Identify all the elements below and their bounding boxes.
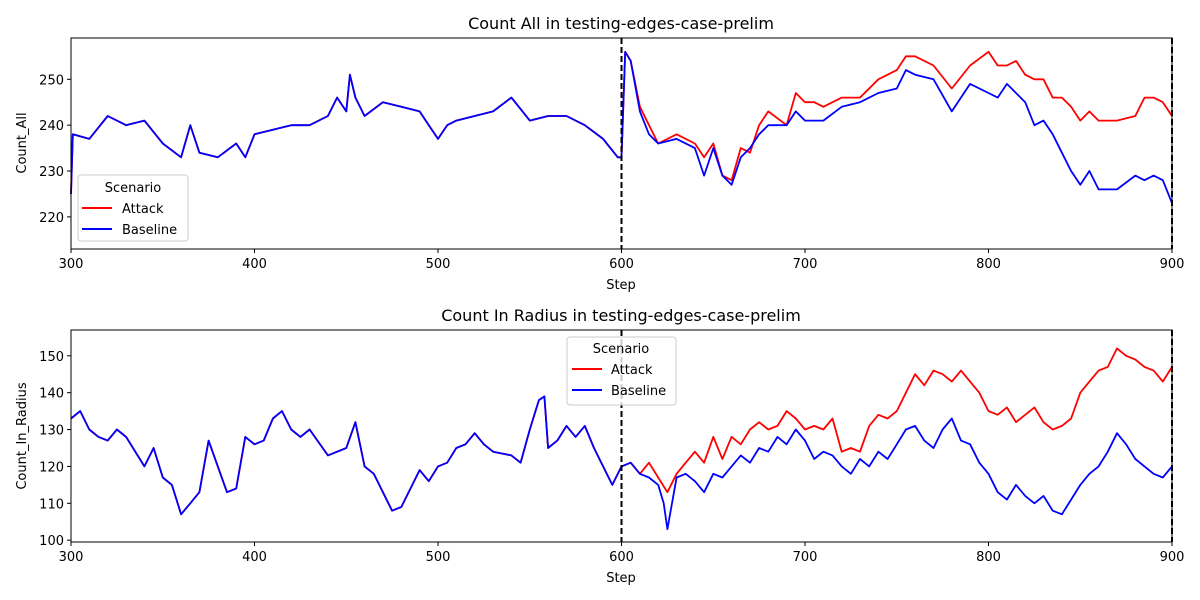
count-all-chart: Count All in testing-edges-case-prelim 3… [15,14,1184,293]
legend: Scenario Attack Baseline [77,174,189,242]
y-axis-label: Count_In_Radius [15,382,30,489]
x-tick-label: 600 [609,257,634,272]
x-axis-label: Step [606,571,636,586]
count-in-radius-chart: Count In Radius in testing-edges-case-pr… [15,306,1184,586]
y-tick-label: 110 [39,497,64,512]
y-tick-label: 120 [39,460,64,475]
legend-label-baseline: Baseline [611,384,666,399]
legend: Scenario Attack Baseline [566,336,677,406]
x-tick-label: 800 [976,550,1001,565]
x-tick-label: 600 [609,550,634,565]
plot-area: 300 400 500 600 700 800 900 100 110 120 130 140 150 [39,329,1185,565]
legend-label-attack: Attack [611,363,653,378]
legend-title: Scenario [593,342,650,357]
x-axis-label: Step [606,278,636,293]
series-line-baseline [70,50,1173,204]
x-tick-label: 700 [793,550,818,565]
y-tick-label: 250 [39,73,64,88]
legend-title: Scenario [105,181,162,196]
y-tick-label: 130 [39,424,64,439]
series-line-baseline [70,395,1173,530]
x-tick-label: 300 [59,550,84,565]
y-tick-label: 220 [39,211,64,226]
y-tick-label: 230 [39,165,64,180]
x-tick-label: 900 [1160,550,1185,565]
x-tick-label: 500 [426,257,451,272]
y-tick-label: 240 [39,119,64,134]
x-tick-label: 500 [426,550,451,565]
x-tick-label: 400 [242,550,267,565]
y-tick-label: 100 [39,534,64,549]
chart-title: Count In Radius in testing-edges-case-pr… [441,306,801,325]
chart-title: Count All in testing-edges-case-prelim [468,14,774,33]
x-tick-label: 800 [976,257,1001,272]
y-tick-label: 140 [39,387,64,402]
x-tick-label: 400 [242,257,267,272]
y-axis-label: Count_All [15,112,30,173]
x-tick-label: 700 [793,257,818,272]
y-tick-label: 150 [39,350,64,365]
x-tick-label: 900 [1160,257,1185,272]
legend-label-attack: Attack [122,202,164,217]
x-tick-label: 300 [59,257,84,272]
legend-label-baseline: Baseline [122,223,177,238]
legend-box [566,336,677,406]
legend-box [77,174,189,242]
plot-area: 300 400 500 600 700 800 900 220 230 240 250 [39,37,1185,272]
